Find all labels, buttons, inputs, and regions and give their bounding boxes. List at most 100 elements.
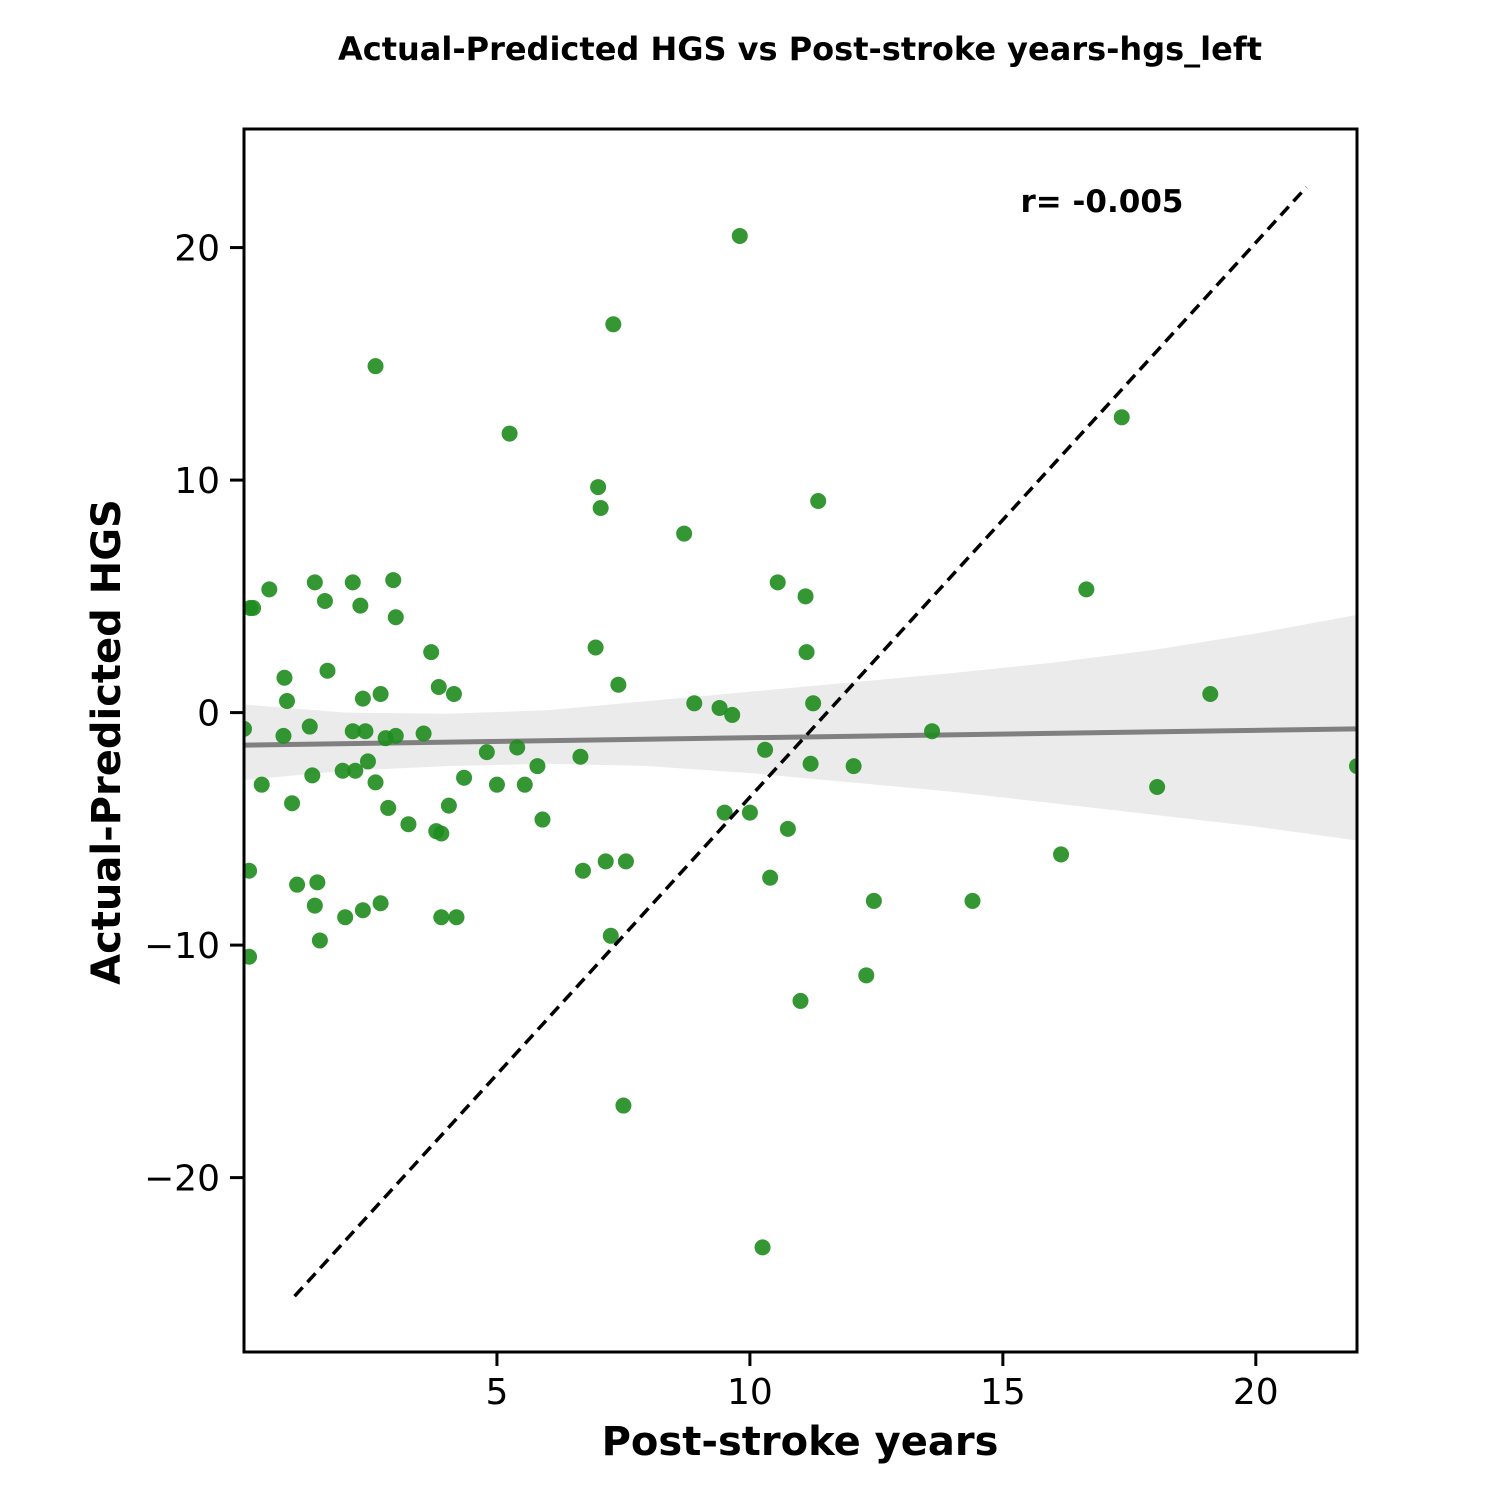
- confidence-band: [244, 614, 1357, 841]
- chart-title: Actual-Predicted HGS vs Post-stroke year…: [338, 30, 1262, 68]
- data-point: [244, 720, 252, 737]
- identity-line: [293, 185, 1308, 1298]
- data-point: [1202, 685, 1219, 702]
- data-point: [279, 692, 296, 709]
- data-point: [385, 572, 402, 589]
- data-point: [754, 1239, 771, 1256]
- data-point: [610, 676, 627, 693]
- data-point: [367, 358, 384, 375]
- data-point: [605, 316, 622, 333]
- data-point: [415, 725, 432, 742]
- data-point: [798, 644, 815, 661]
- data-point: [516, 776, 533, 793]
- x-tick-label: 5: [486, 1372, 509, 1413]
- data-point: [357, 723, 374, 740]
- data-point: [347, 762, 364, 779]
- data-point: [686, 695, 703, 712]
- data-point: [367, 774, 384, 791]
- data-point: [445, 685, 462, 702]
- y-tick-label: 0: [197, 694, 220, 735]
- data-point: [716, 804, 733, 821]
- data-point: [769, 574, 786, 591]
- y-tick-label: 10: [174, 461, 220, 502]
- data-point: [597, 853, 614, 870]
- x-tick-label: 10: [727, 1372, 773, 1413]
- data-point: [534, 811, 551, 828]
- data-point: [306, 897, 323, 914]
- data-point: [456, 769, 473, 786]
- y-tick-label: 20: [174, 229, 220, 270]
- data-point: [478, 744, 495, 761]
- data-point: [797, 588, 814, 605]
- data-point: [289, 876, 306, 893]
- data-point: [352, 597, 369, 614]
- data-point: [964, 892, 981, 909]
- data-point: [724, 706, 741, 723]
- data-point: [316, 592, 333, 609]
- data-point: [311, 932, 328, 949]
- data-point: [865, 892, 882, 909]
- data-point: [334, 762, 351, 779]
- x-tick-label: 20: [1233, 1372, 1279, 1413]
- data-point: [306, 574, 323, 591]
- data-point: [359, 753, 376, 770]
- data-point: [572, 748, 589, 765]
- data-point: [387, 609, 404, 626]
- data-point: [574, 862, 591, 879]
- data-point: [1078, 581, 1095, 598]
- data-point: [400, 816, 417, 833]
- data-point: [372, 685, 389, 702]
- data-point: [1113, 409, 1130, 426]
- axes: 5 10 15 20 −20 −10 0 10 20: [144, 127, 1359, 1413]
- data-point: [309, 874, 326, 891]
- data-point: [244, 948, 258, 965]
- data-point: [810, 493, 827, 510]
- data-point: [301, 718, 318, 735]
- data-point: [509, 739, 526, 756]
- data-point: [501, 425, 518, 442]
- data-point: [617, 853, 634, 870]
- data-point: [779, 820, 796, 837]
- data-point: [245, 599, 262, 616]
- data-point: [253, 776, 270, 793]
- data-point: [344, 574, 361, 591]
- data-point: [731, 227, 748, 244]
- data-point: [711, 699, 728, 716]
- data-point: [587, 639, 604, 656]
- data-point: [590, 479, 607, 496]
- y-tick-label: −20: [144, 1159, 220, 1200]
- data-point: [275, 727, 292, 744]
- data-point: [387, 727, 404, 744]
- y-tick-label: −10: [144, 926, 220, 967]
- data-point: [676, 525, 693, 542]
- data-point: [488, 776, 505, 793]
- data-point: [319, 662, 336, 679]
- data-point: [261, 581, 278, 598]
- data-point: [354, 690, 371, 707]
- data-point: [354, 902, 371, 919]
- y-axis-label: Actual-Predicted HGS: [84, 499, 130, 985]
- data-point: [304, 767, 321, 784]
- data-point: [757, 741, 774, 758]
- data-point: [284, 795, 301, 812]
- x-axis-label: Post-stroke years: [602, 1419, 999, 1465]
- data-point: [805, 695, 822, 712]
- data-point: [845, 758, 862, 775]
- data-point: [433, 825, 450, 842]
- data-point: [924, 723, 941, 740]
- data-point: [433, 909, 450, 926]
- data-point: [440, 797, 457, 814]
- data-point: [615, 1097, 632, 1114]
- data-point: [529, 758, 546, 775]
- data-point: [1053, 846, 1070, 863]
- data-point: [741, 804, 758, 821]
- data-point: [276, 669, 293, 686]
- data-point: [372, 895, 389, 912]
- data-point: [602, 927, 619, 944]
- regression-line: [244, 726, 1357, 748]
- data-point: [337, 909, 354, 926]
- data-point: [762, 869, 779, 886]
- plot-frame: [242, 127, 1359, 1354]
- data-point: [792, 992, 809, 1009]
